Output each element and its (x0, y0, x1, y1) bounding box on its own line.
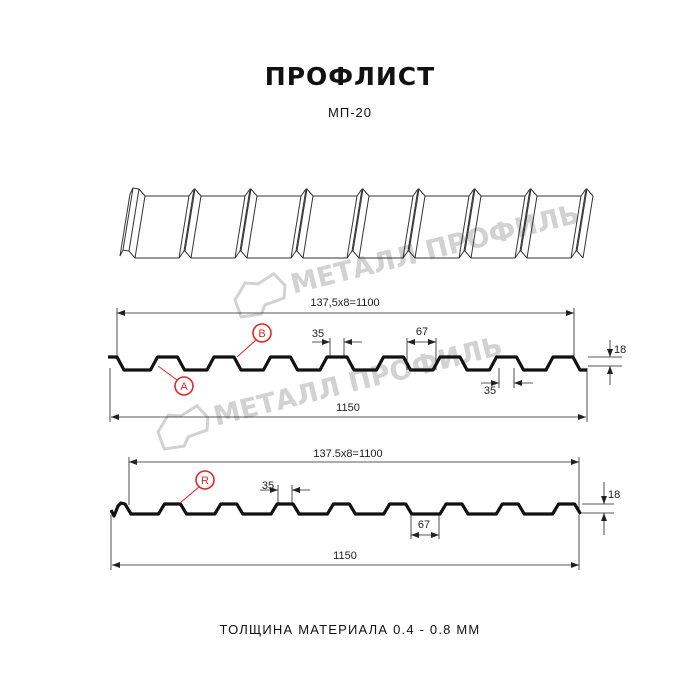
sheet-fold-line (464, 188, 476, 252)
height-label: 18 (608, 489, 620, 501)
callout-r (195, 470, 215, 490)
sheet-fold-line (351, 188, 363, 252)
sheet-fold-line (190, 195, 202, 259)
callout-b (252, 323, 272, 343)
width-label: 1150 (336, 402, 360, 414)
profile-a (108, 308, 622, 422)
sheet-fold-line (463, 188, 475, 252)
height-label: 18 (614, 344, 626, 356)
logo-icon (233, 271, 287, 319)
sheet-fold-line (119, 193, 131, 257)
sheet-fold-line (240, 188, 252, 252)
pitch-label: 137,5x8=1100 (310, 297, 379, 309)
width-label: 1150 (333, 550, 357, 562)
sheet-fold-line (526, 195, 538, 259)
top-rib-label: 35 (262, 480, 274, 492)
page-subtitle: МП-20 (328, 105, 372, 120)
watermark-2: МЕТАЛЛ ПРОФИЛЬ (156, 331, 506, 451)
sheet-fold-line (408, 188, 420, 252)
page-title: ПРОФЛИСТ (264, 62, 436, 91)
material-thickness: ТОЛЩИНА МАТЕРИАЛА 0.4 - 0.8 ММ (219, 622, 481, 637)
sheet-fold-line (122, 187, 134, 251)
sheet-fold-line (514, 195, 526, 259)
sheet-fold-line (407, 188, 419, 252)
profile-r (109, 457, 614, 570)
sheet-fold-line (470, 195, 482, 259)
watermark-1: МЕТАЛЛ ПРОФИЛЬ (233, 199, 583, 319)
profile-r-section (109, 501, 582, 518)
pitch-label: 137.5x8=1100 (313, 448, 382, 460)
valley-label: 67 (416, 326, 428, 338)
callout-b-label: B (258, 328, 265, 340)
sheet-fold-line (458, 195, 470, 259)
sheet-fold-line (134, 195, 146, 259)
sheet-fold-line (183, 188, 195, 252)
sheet-fold-line (302, 195, 314, 259)
sheet-fold-line (575, 188, 587, 252)
sheet-fold-line (519, 188, 531, 252)
sheet-fold-line (358, 195, 370, 259)
callout-a (174, 376, 194, 396)
profile-a-section (108, 355, 587, 372)
logo-icon (156, 403, 210, 451)
sheet-3d-view (119, 187, 594, 259)
sheet-fold-line (346, 195, 358, 259)
bottom-rib-label: 35 (484, 385, 496, 397)
sheet-fold-line (570, 195, 582, 259)
sheet-fold-line (184, 188, 196, 252)
sheet-fold-line (234, 195, 246, 259)
sheet-fold-line (128, 188, 140, 252)
sheet-fold-line (582, 195, 594, 259)
watermark-text: МЕТАЛЛ ПРОФИЛЬ (287, 199, 582, 301)
callout-a-label: A (180, 381, 188, 393)
callout-r-label: R (201, 475, 209, 487)
valley-label: 67 (418, 519, 430, 531)
sheet-fold-line (520, 188, 532, 252)
sheet-fold-line (576, 188, 588, 252)
sheet-fold-line (246, 195, 258, 259)
sheet-fold-line (352, 188, 364, 252)
sheet-fold-line (295, 188, 307, 252)
sheet-fold-line (178, 195, 190, 259)
sheet-fold-line (414, 195, 426, 259)
sheet-fold-line (402, 195, 414, 259)
sheet-fold-line (239, 188, 251, 252)
top-rib-label: 35 (312, 328, 324, 340)
sheet-fold-line (296, 188, 308, 252)
sheet-fold-line (290, 195, 302, 259)
